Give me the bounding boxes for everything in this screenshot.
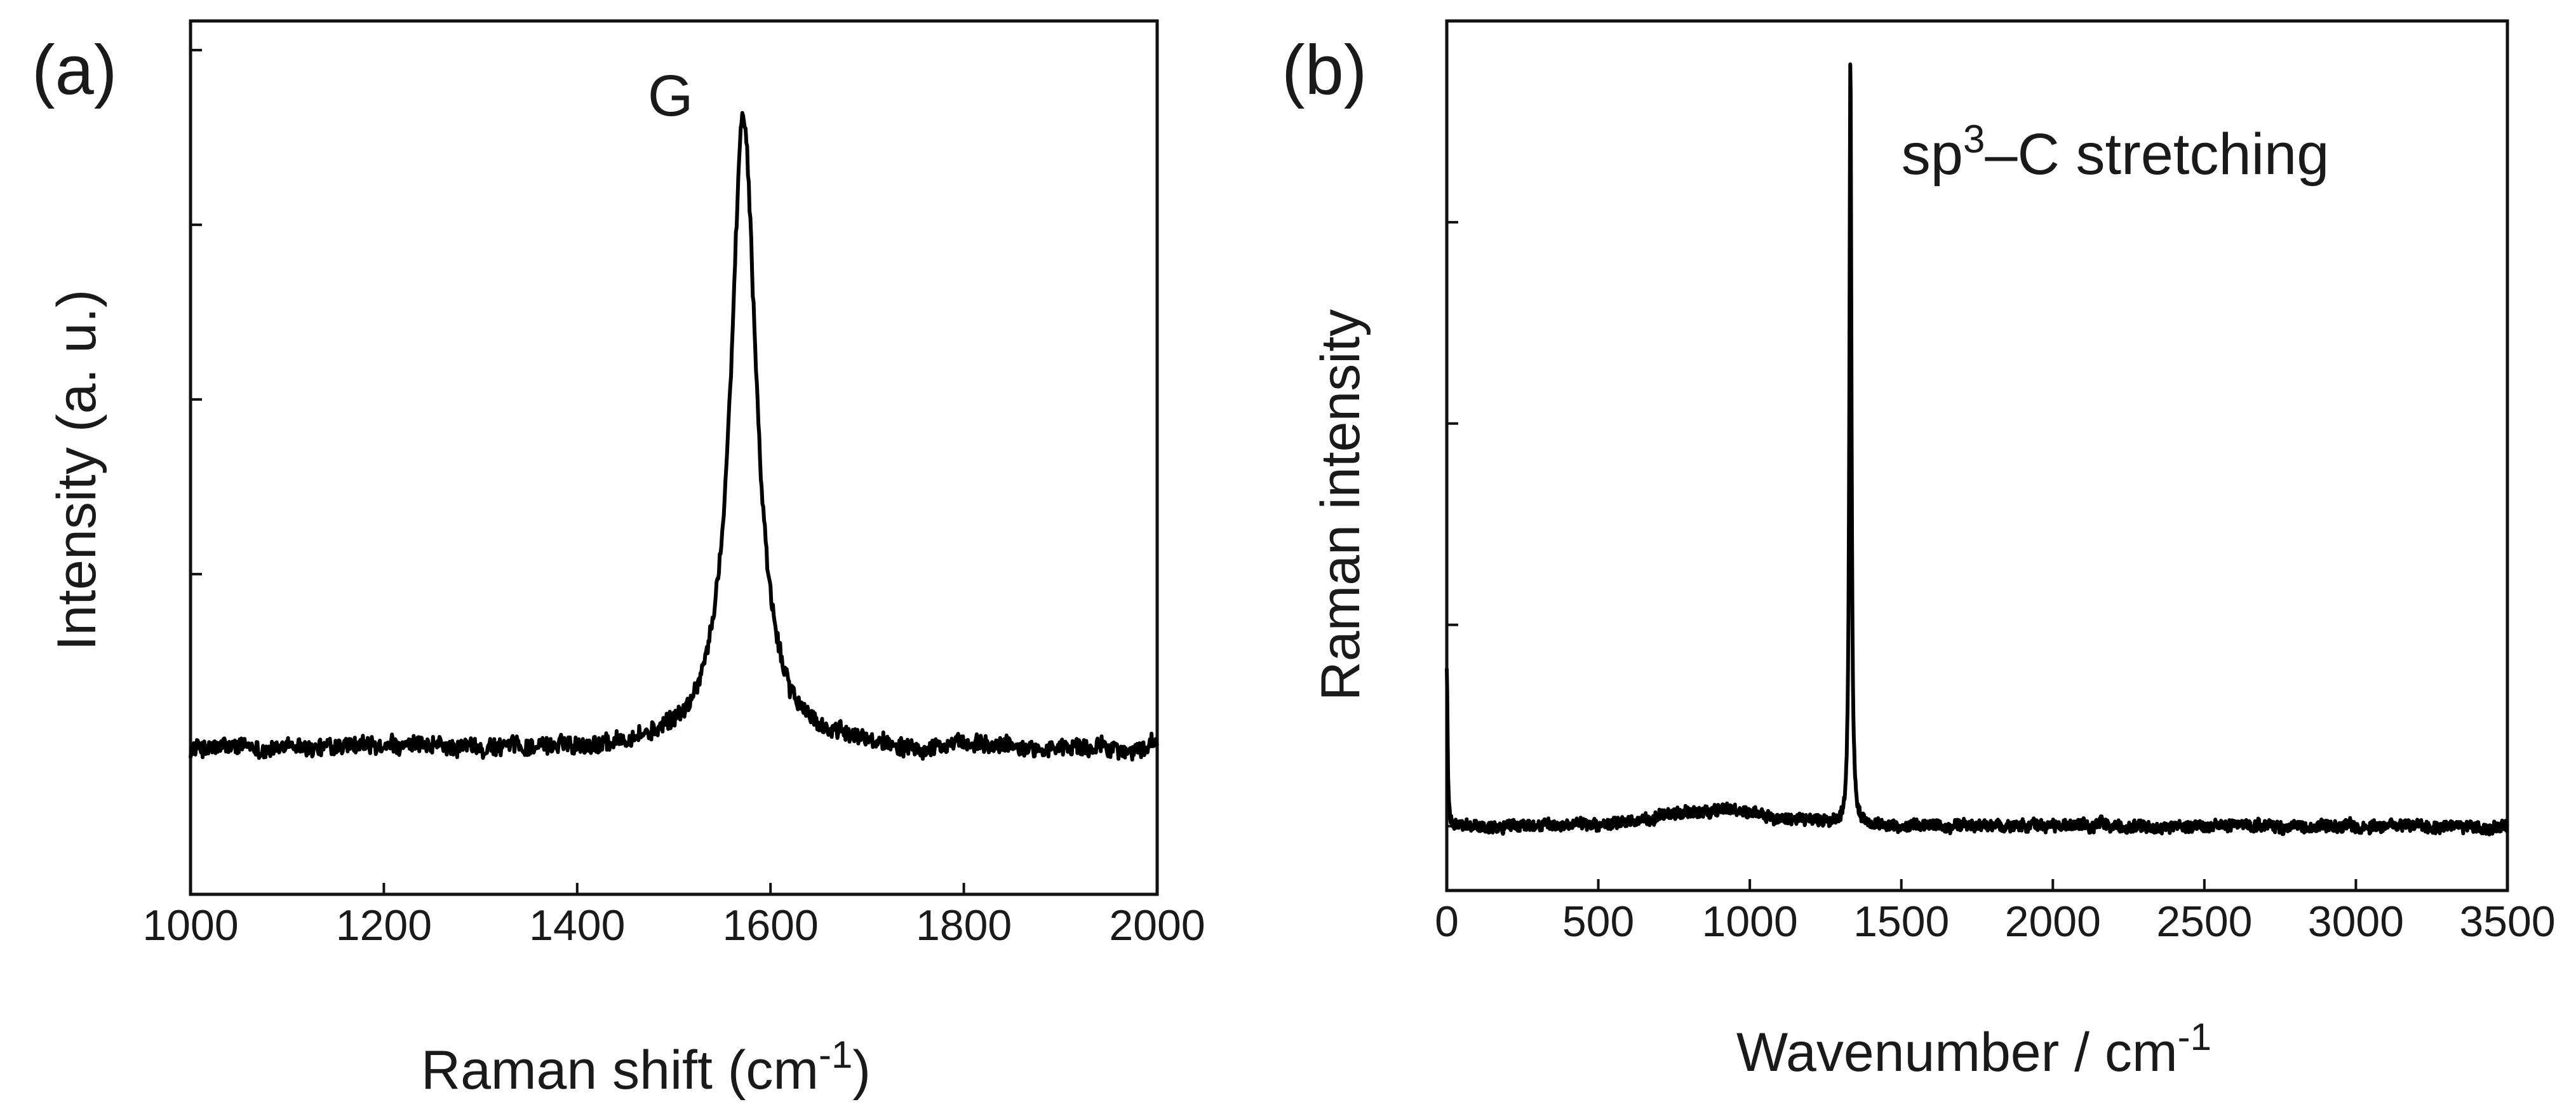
panel-b-x-axis-title: Wavenumber / cm-1 [1736, 1016, 2211, 1084]
panel-b-spectrum-line [1445, 62, 2509, 837]
panel-a: (a) 1000 1200 1400 1600 1800 2000 G Raman shif… [32, 19, 1205, 1101]
panel-b-x-tick-label: 1500 [1853, 898, 1949, 946]
panel-b: (b) 0 500 1000 1500 2000 2500 3000 3500 sp3–C st… [1282, 19, 2556, 1084]
panel-b-x-tick-label: 2500 [2156, 898, 2252, 946]
panel-a-x-tick-label: 1400 [529, 901, 625, 950]
panel-a-frame [189, 19, 1159, 896]
panel-b-frame [1445, 19, 2509, 892]
panel-a-x-tick-label: 1800 [916, 901, 1012, 950]
panel-a-x-tick-label: 1200 [336, 901, 432, 950]
panel-a-plot-area: 1000 1200 1400 1600 1800 2000 G [142, 19, 1205, 950]
panel-b-x-tick-label: 500 [1562, 898, 1634, 946]
panel-b-x-tick-label: 3000 [2308, 898, 2404, 946]
panel-b-plot-area: 0 500 1000 1500 2000 2500 3000 3500 sp3–C stretc… [1435, 19, 2556, 946]
panel-b-peak-annotation: sp3–C stretching [1902, 117, 2330, 187]
panel-b-x-tick-label: 1000 [1702, 898, 1798, 946]
panel-b-x-tick-label: 2000 [2005, 898, 2101, 946]
panel-a-x-tick-label: 1600 [723, 901, 819, 950]
panel-b-x-tick-label: 3500 [2459, 898, 2555, 946]
panel-a-x-tick-label: 2000 [1109, 901, 1205, 950]
panel-a-peak-annotation: G [648, 64, 694, 128]
panel-a-y-axis-title: Intensity (a. u.) [46, 290, 107, 651]
panel-a-label: (a) [32, 31, 117, 109]
panel-b-x-tick-label: 0 [1435, 898, 1459, 946]
panel-a-spectrum-line [189, 111, 1159, 762]
panel-a-x-axis-title: Raman shift (cm-1) [421, 1033, 871, 1101]
panel-a-x-tick-label: 1000 [142, 901, 238, 950]
panel-b-label: (b) [1282, 31, 1367, 109]
panel-b-y-axis-title: Raman intensity [1310, 309, 1371, 701]
